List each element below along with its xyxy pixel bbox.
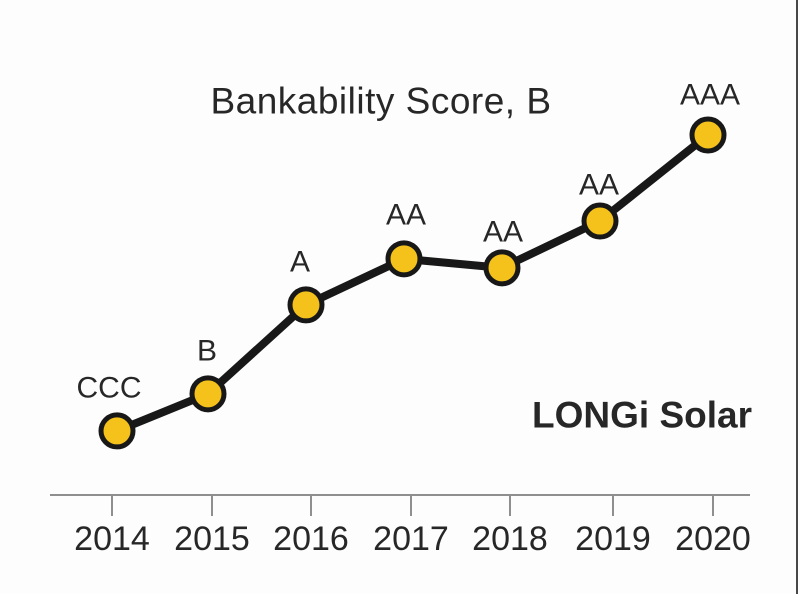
- rating-label-2014: CCC: [77, 371, 142, 404]
- brand-label: LONGi Solar: [532, 395, 752, 436]
- rating-label-2017: AA: [386, 198, 426, 231]
- data-point-2016: [287, 286, 325, 324]
- x-axis-year-label: 2020: [675, 520, 751, 558]
- data-point-2019: [581, 202, 619, 240]
- x-axis-year-label: 2014: [74, 520, 150, 558]
- x-axis-year-label: 2019: [575, 520, 651, 558]
- data-point-2014: [98, 412, 136, 450]
- data-point-2020: [689, 116, 727, 154]
- rating-label-2015: B: [197, 334, 217, 367]
- chart-title: Bankability Score, B: [210, 81, 551, 122]
- data-point-2018: [483, 249, 521, 287]
- rating-label-2016: A: [290, 245, 310, 278]
- x-axis-year-label: 2015: [174, 520, 250, 558]
- right-edge-divider: [796, 0, 798, 594]
- rating-label-2018: AA: [483, 215, 523, 248]
- x-axis-year-label: 2018: [472, 520, 548, 558]
- x-axis-year-label: 2017: [373, 520, 449, 558]
- rating-label-2020: AAA: [680, 79, 740, 112]
- x-axis-year-label: 2016: [273, 520, 349, 558]
- data-point-2015: [189, 375, 227, 413]
- data-point-2017: [385, 240, 423, 278]
- x-axis: 2014 2015 2016 2017 2018 2019 2020: [50, 494, 751, 558]
- rating-label-2019: AA: [579, 169, 619, 202]
